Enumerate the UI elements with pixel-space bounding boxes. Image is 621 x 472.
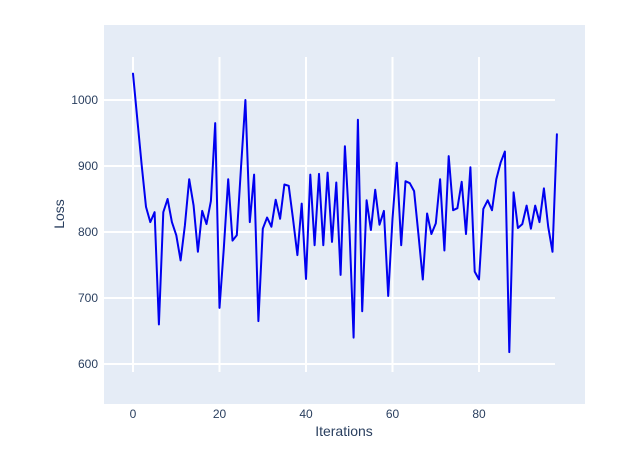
plot-area[interactable]	[104, 25, 585, 404]
x-tick-label: 80	[472, 407, 486, 421]
x-tick-label: 40	[299, 407, 313, 421]
loss-line-series[interactable]	[132, 72, 558, 354]
x-axis-title: Iterations	[315, 423, 373, 439]
y-axis-title: Loss	[51, 199, 67, 229]
vertical-gridlines	[132, 57, 480, 372]
y-tick-label: 800	[77, 225, 98, 239]
x-tick-label: 20	[212, 407, 227, 421]
y-tick-label: 900	[77, 159, 98, 173]
x-tick-label: 60	[385, 407, 400, 421]
y-tick-label: 700	[77, 291, 98, 305]
y-tick-label: 600	[77, 357, 98, 371]
x-tick-label: 0	[129, 407, 137, 421]
y-tick-label: 1000	[71, 93, 98, 107]
horizontal-gridlines	[104, 99, 555, 365]
